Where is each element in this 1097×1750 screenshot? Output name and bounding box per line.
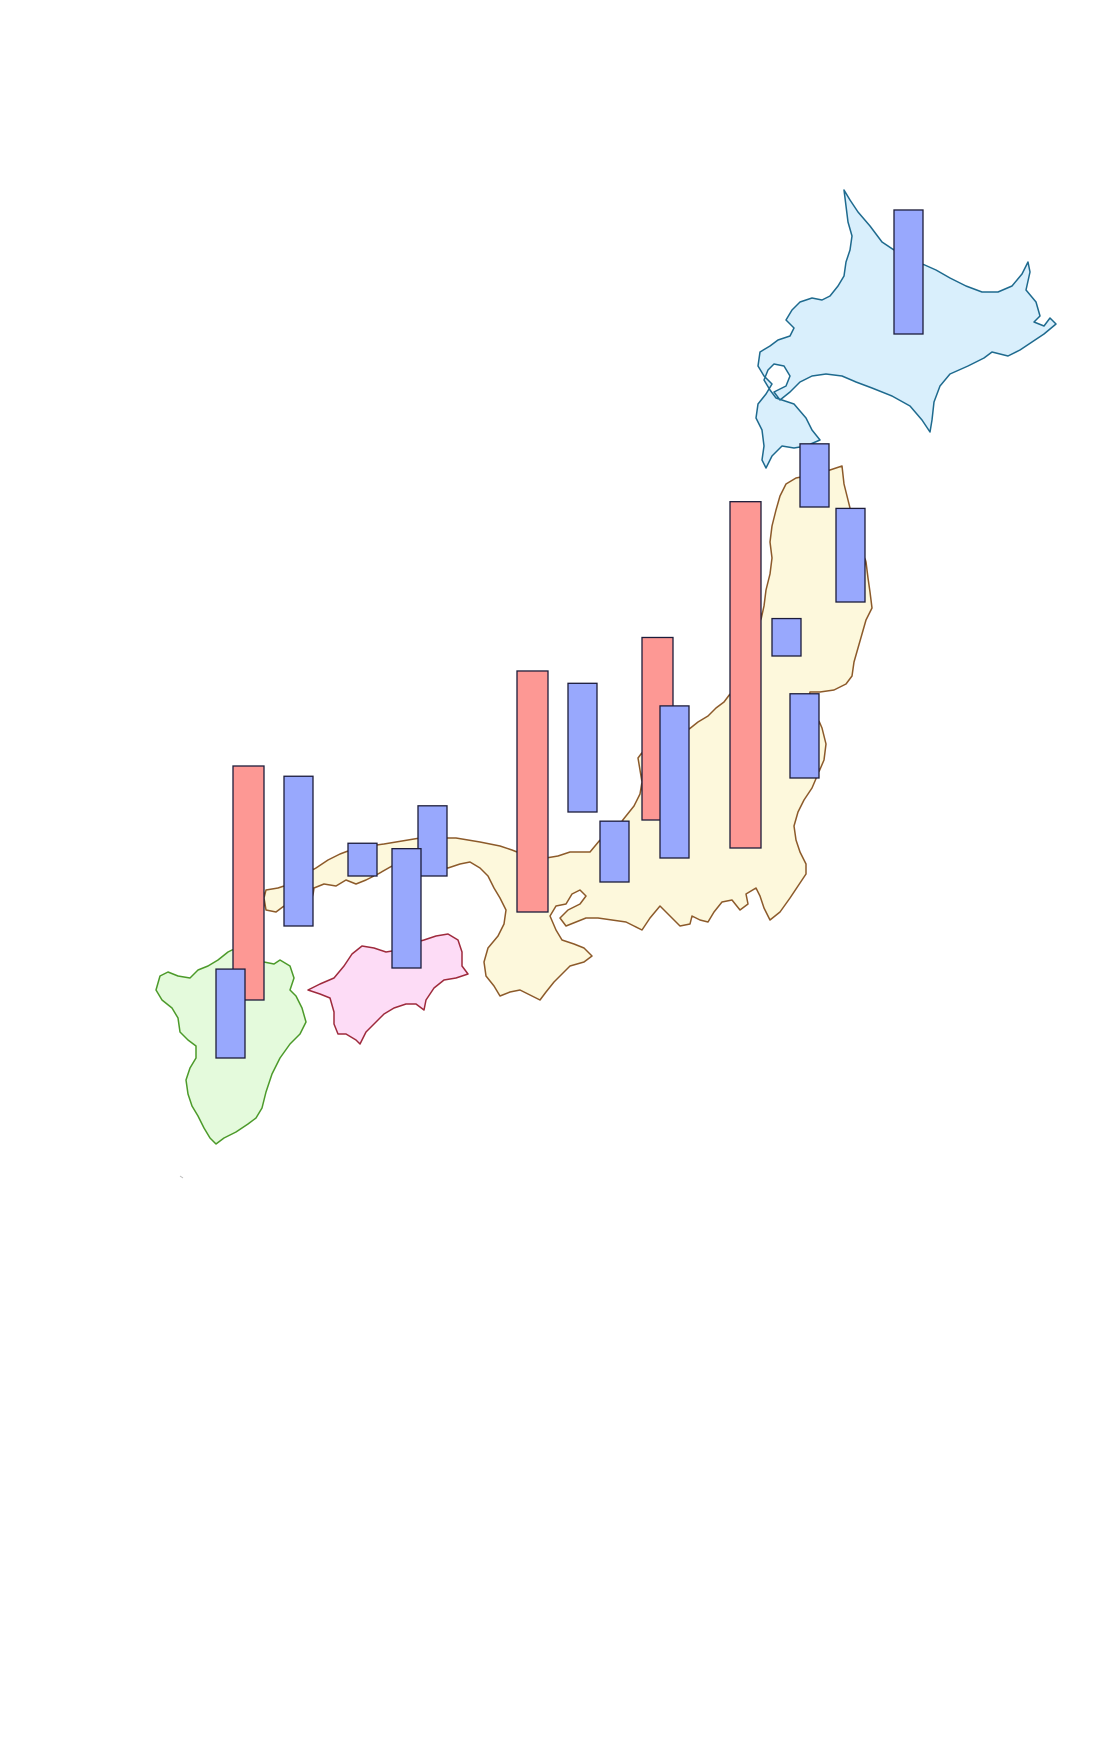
bar-red-kanto: [729, 501, 762, 849]
bar-blue-kyushu-west: [215, 968, 246, 1059]
shikoku-region: [307, 933, 469, 1045]
bar-red-kansai: [516, 670, 549, 913]
bars-layer: [215, 209, 924, 1059]
bar-blue-yamaguchi: [283, 775, 314, 927]
bar-blue-fukushima: [789, 693, 820, 779]
small-island-speck: [179, 1175, 184, 1179]
bar-blue-miyagi-yamagata: [771, 617, 802, 657]
bar-blue-okayama-kagawa: [391, 848, 422, 969]
bar-blue-iwate: [835, 507, 866, 603]
bar-blue-shimane: [347, 842, 378, 877]
bar-blue-hokkaido: [893, 209, 924, 335]
bar-blue-aomori: [799, 443, 830, 508]
bar-blue-tottori: [417, 805, 448, 877]
bar-blue-fukui: [567, 682, 598, 813]
bar-blue-aichi: [599, 820, 630, 883]
bar-red-kyushu-north: [232, 765, 265, 1001]
bar-blue-nagano: [659, 705, 690, 859]
honshu-region: [263, 465, 873, 1001]
